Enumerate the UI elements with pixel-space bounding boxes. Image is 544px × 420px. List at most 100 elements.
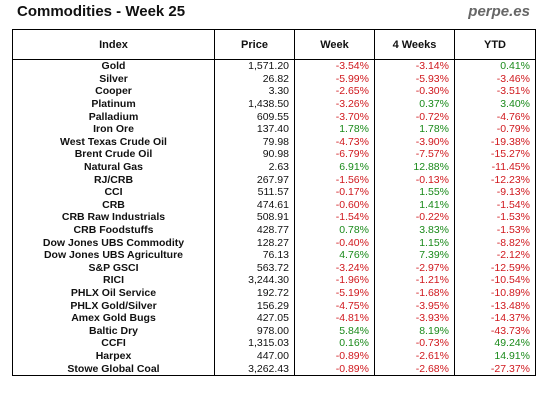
cell-week-change: -4.75% bbox=[294, 299, 375, 312]
table-row: PHLX Gold/Silver 156.29 -4.75% -3.95% -13.48… bbox=[12, 299, 536, 312]
table-row: Amex Gold Bugs 427.05 -4.81% -3.93% -14.37% bbox=[12, 311, 536, 325]
table-row: Silver 26.82 -5.99% -5.93% -3.46% bbox=[12, 72, 536, 86]
cell-4weeks-change: 1.78% bbox=[374, 122, 455, 136]
cell-ytd-change: -3.51% bbox=[454, 85, 536, 98]
cell-index-name: PHLX Oil Service bbox=[12, 286, 215, 300]
cell-week-change: 0.16% bbox=[294, 337, 375, 350]
table-row: RICI 3,244.30 -1.96% -1.21% -10.54% bbox=[12, 274, 536, 287]
cell-index-name: CRB Raw Industrials bbox=[12, 211, 215, 224]
table-row: Natural Gas 2.63 6.91% 12.88% -11.45% bbox=[12, 160, 536, 174]
cell-price: 1,438.50 bbox=[214, 97, 295, 111]
cell-index-name: Brent Crude Oil bbox=[12, 148, 215, 161]
table-row: Dow Jones UBS Commodity 128.27 -0.40% 1.15%… bbox=[12, 236, 536, 249]
cell-index-name: Dow Jones UBS Commodity bbox=[12, 236, 215, 249]
table-row: Palladium 609.55 -3.70% -0.72% -4.76% bbox=[12, 110, 536, 123]
cell-week-change: -6.79% bbox=[294, 148, 375, 161]
cell-price: 978.00 bbox=[214, 324, 295, 338]
brand-watermark: perpe.es bbox=[468, 3, 530, 20]
cell-4weeks-change: -0.30% bbox=[374, 85, 455, 98]
cell-ytd-change: 3.40% bbox=[454, 97, 536, 111]
cell-price: 267.97 bbox=[214, 173, 295, 186]
cell-price: 156.29 bbox=[214, 299, 295, 312]
cell-4weeks-change: -1.68% bbox=[374, 286, 455, 300]
cell-index-name: Iron Ore bbox=[12, 122, 215, 136]
cell-price: 76.13 bbox=[214, 248, 295, 262]
cell-ytd-change: -8.82% bbox=[454, 236, 536, 249]
cell-index-name: Cooper bbox=[12, 85, 215, 98]
cell-ytd-change: -19.38% bbox=[454, 135, 536, 149]
table-row: CCI 511.57 -0.17% 1.55% -9.13% bbox=[12, 185, 536, 199]
table-row: Iron Ore 137.40 1.78% 1.78% -0.79% bbox=[12, 122, 536, 136]
table-row: Dow Jones UBS Agriculture 76.13 4.76% 7.39%… bbox=[12, 248, 536, 262]
cell-ytd-change: -15.27% bbox=[454, 148, 536, 161]
cell-ytd-change: -27.37% bbox=[454, 362, 536, 376]
cell-4weeks-change: 0.37% bbox=[374, 97, 455, 111]
cell-4weeks-change: -3.14% bbox=[374, 59, 455, 73]
cell-4weeks-change: -0.22% bbox=[374, 211, 455, 224]
cell-week-change: -4.73% bbox=[294, 135, 375, 149]
cell-price: 3.30 bbox=[214, 85, 295, 98]
cell-price: 474.61 bbox=[214, 198, 295, 212]
table-row: CRB 474.61 -0.60% 1.41% -1.54% bbox=[12, 198, 536, 212]
cell-index-name: Gold bbox=[12, 59, 215, 73]
column-header-ytd: YTD bbox=[454, 29, 536, 60]
column-header-week: Week bbox=[294, 29, 375, 60]
cell-price: 90.98 bbox=[214, 148, 295, 161]
cell-week-change: -4.81% bbox=[294, 311, 375, 325]
cell-index-name: CRB Foodstuffs bbox=[12, 223, 215, 237]
cell-index-name: Amex Gold Bugs bbox=[12, 311, 215, 325]
cell-price: 192.72 bbox=[214, 286, 295, 300]
cell-4weeks-change: -2.97% bbox=[374, 261, 455, 275]
cell-ytd-change: -10.54% bbox=[454, 274, 536, 287]
cell-price: 563.72 bbox=[214, 261, 295, 275]
cell-index-name: Baltic Dry bbox=[12, 324, 215, 338]
cell-week-change: -0.40% bbox=[294, 236, 375, 249]
cell-4weeks-change: 1.15% bbox=[374, 236, 455, 249]
cell-index-name: CCI bbox=[12, 185, 215, 199]
table-row: CCFI 1,315.03 0.16% -0.73% 49.24% bbox=[12, 337, 536, 350]
column-header-index: Index bbox=[12, 29, 215, 60]
cell-ytd-change: -12.23% bbox=[454, 173, 536, 186]
cell-price: 137.40 bbox=[214, 122, 295, 136]
cell-4weeks-change: 1.55% bbox=[374, 185, 455, 199]
column-header-price: Price bbox=[214, 29, 295, 60]
cell-index-name: Platinum bbox=[12, 97, 215, 111]
cell-week-change: -1.96% bbox=[294, 274, 375, 287]
cell-week-change: -0.89% bbox=[294, 349, 375, 363]
cell-week-change: 4.76% bbox=[294, 248, 375, 262]
cell-week-change: -0.60% bbox=[294, 198, 375, 212]
cell-week-change: 0.78% bbox=[294, 223, 375, 237]
cell-week-change: -3.54% bbox=[294, 59, 375, 73]
cell-index-name: Dow Jones UBS Agriculture bbox=[12, 248, 215, 262]
cell-price: 427.05 bbox=[214, 311, 295, 325]
table-row: Baltic Dry 978.00 5.84% 8.19% -43.73% bbox=[12, 324, 536, 338]
cell-ytd-change: -3.46% bbox=[454, 72, 536, 86]
cell-4weeks-change: -3.90% bbox=[374, 135, 455, 149]
cell-price: 3,244.30 bbox=[214, 274, 295, 287]
table-row: PHLX Oil Service 192.72 -5.19% -1.68% -10.89… bbox=[12, 286, 536, 300]
table-row: Gold 1,571.20 -3.54% -3.14% 0.41% bbox=[12, 59, 536, 73]
cell-4weeks-change: -5.93% bbox=[374, 72, 455, 86]
cell-4weeks-change: -3.93% bbox=[374, 311, 455, 325]
cell-price: 447.00 bbox=[214, 349, 295, 363]
cell-week-change: -3.70% bbox=[294, 110, 375, 123]
cell-week-change: -1.54% bbox=[294, 211, 375, 224]
table-row: Cooper 3.30 -2.65% -0.30% -3.51% bbox=[12, 85, 536, 98]
cell-price: 428.77 bbox=[214, 223, 295, 237]
table-row: CRB Raw Industrials 508.91 -1.54% -0.22% -1.… bbox=[12, 211, 536, 224]
cell-4weeks-change: 8.19% bbox=[374, 324, 455, 338]
cell-week-change: -0.89% bbox=[294, 362, 375, 376]
page-title: Commodities - Week 25 bbox=[17, 3, 186, 20]
cell-4weeks-change: -2.61% bbox=[374, 349, 455, 363]
cell-price: 508.91 bbox=[214, 211, 295, 224]
cell-week-change: -2.65% bbox=[294, 85, 375, 98]
table-row: RJ/CRB 267.97 -1.56% -0.13% -12.23% bbox=[12, 173, 536, 186]
table-body: Gold 1,571.20 -3.54% -3.14% 0.41% Silver 26.82… bbox=[12, 59, 536, 376]
commodities-table: Index Price Week 4 Weeks YTD Gold 1,571.2… bbox=[12, 29, 536, 376]
cell-index-name: Harpex bbox=[12, 349, 215, 363]
cell-price: 26.82 bbox=[214, 72, 295, 86]
table-header-row: Index Price Week 4 Weeks YTD bbox=[12, 29, 536, 60]
cell-ytd-change: -11.45% bbox=[454, 160, 536, 174]
table-row: S&P GSCI 563.72 -3.24% -2.97% -12.59% bbox=[12, 261, 536, 275]
cell-4weeks-change: -0.73% bbox=[374, 337, 455, 350]
